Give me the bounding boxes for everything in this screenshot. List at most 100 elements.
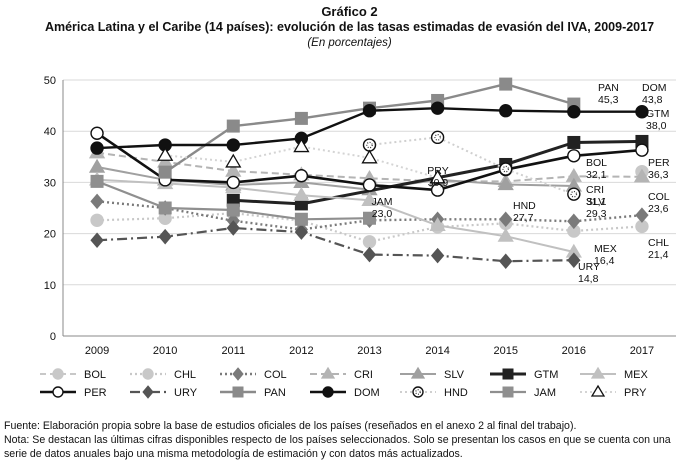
x-tick-label: 2013 [357, 345, 381, 357]
y-tick-label: 10 [44, 280, 56, 292]
point-hnd-2015 [499, 162, 513, 176]
end-label-bol-value: 32,1 [586, 169, 607, 181]
point-pry-2014 [429, 169, 446, 184]
line-chart: 0 10 20 30 40 50 2009 2010 2011 2012 2013 2014 2015 2… [40, 75, 676, 399]
unit-note: (En porcentajes) [307, 37, 392, 49]
point-per-2011 [226, 175, 240, 190]
point-hnd-2016 [567, 187, 581, 201]
end-label-per-value: 36,3 [648, 169, 669, 181]
point-pan-2012 [294, 111, 308, 125]
point-ury-2009 [90, 232, 104, 249]
point-jam-2012 [294, 212, 308, 226]
point-mex-2014 [429, 217, 446, 232]
point-per-2009 [90, 126, 104, 140]
end-label-jam-value: 23,0 [372, 208, 393, 220]
end-label-chl-name: CHL [648, 237, 669, 249]
source-note: Fuente: Elaboración propia sobre la base… [4, 420, 577, 432]
legend-label: BOL [84, 369, 106, 381]
point-col-2016 [567, 213, 581, 230]
point-per-2012 [294, 169, 309, 183]
point-per-2016 [567, 149, 581, 163]
series-line-mex [97, 178, 575, 253]
legend-item-col: COL [220, 367, 287, 381]
end-label-bol-name: BOL [586, 157, 607, 169]
point-chl-2013 [362, 235, 377, 249]
point-mex-2013 [361, 192, 378, 206]
legend-label: JAM [534, 387, 556, 399]
end-label-slv-value: 29,3 [586, 208, 607, 220]
point-dom-2013 [362, 104, 377, 118]
y-tick-label: 30 [44, 177, 56, 189]
end-label-gtm-name: GTM [646, 108, 669, 120]
point-hnd-2013 [362, 138, 377, 152]
point-col-2017 [635, 207, 649, 223]
legend-item-hnd: HND [400, 386, 468, 399]
point-ury-2013 [362, 246, 377, 263]
point-dom-2009 [90, 141, 104, 155]
chart-title: Gráfico 2 [321, 4, 378, 19]
point-dom-2015 [499, 104, 513, 118]
point-ury-2016 [567, 252, 581, 268]
point-pry-2011 [225, 153, 242, 168]
legend-label: COL [264, 369, 287, 381]
point-pry-2012 [293, 138, 310, 153]
note-line-2: serie de datos anuales bajo una misma me… [4, 448, 463, 460]
end-label-slv-name: SLV [586, 196, 605, 208]
legend-label: DOM [354, 387, 380, 399]
legend-label: PER [84, 387, 107, 399]
legend-label: PAN [264, 387, 286, 399]
point-ury-2010 [158, 228, 172, 245]
legend-item-pan: PAN [220, 386, 286, 399]
series-ury [90, 220, 581, 270]
point-slv-2009 [88, 158, 106, 173]
x-tick-label: 2015 [493, 345, 517, 357]
legend-label: SLV [444, 369, 465, 381]
end-label-pry-name: PRY [427, 165, 448, 177]
end-label-hnd-value: 27,7 [513, 212, 534, 224]
end-label-ury-value: 14,8 [578, 273, 599, 285]
end-label-per-name: PER [648, 157, 670, 169]
legend-label: CHL [174, 369, 196, 381]
series-line-pry [165, 145, 438, 179]
legend-item-per: PER [40, 386, 107, 399]
legend-item-bol: BOL [40, 368, 106, 381]
point-pry-2010 [157, 146, 174, 161]
point-cri-2017 [633, 168, 651, 183]
legend-item-chl: CHL [130, 368, 196, 381]
series-line-cri [96, 151, 642, 183]
end-label-pan-value: 45,3 [598, 94, 619, 106]
y-tick-label: 20 [44, 229, 56, 241]
point-per-2014 [430, 183, 445, 197]
legend-label: URY [174, 387, 198, 399]
point-pan-2015 [499, 77, 513, 91]
legend-item-slv: SLV [400, 366, 465, 381]
legend-item-pry: PRY [580, 384, 647, 399]
x-tick-label: 2017 [630, 345, 654, 357]
point-per-2013 [362, 178, 377, 192]
point-per-2017 [635, 143, 649, 157]
point-dom-2011 [226, 138, 240, 152]
point-ury-2014 [430, 247, 445, 264]
point-col-2009 [90, 193, 104, 210]
end-label-chl-value: 21,4 [648, 249, 669, 261]
series-line-ury [97, 226, 574, 263]
end-label-dom-name: DOM [642, 82, 667, 94]
series-jam [90, 174, 376, 226]
end-label-gtm-value: 38,0 [646, 120, 667, 132]
x-tick-label: 2010 [153, 345, 177, 357]
legend-item-ury: URY [130, 385, 198, 399]
point-ury-2012 [294, 224, 309, 240]
point-jam-2013 [363, 211, 376, 225]
point-dom-2017 [635, 105, 649, 119]
point-pan-2011 [226, 119, 240, 133]
end-label-col-name: COL [648, 191, 670, 203]
legend-label: HND [444, 387, 468, 399]
point-pan-2010 [158, 165, 172, 179]
point-slv-2015 [497, 176, 514, 191]
x-tick-label: 2014 [425, 345, 449, 357]
y-tick-label: 50 [44, 75, 56, 87]
end-label-cri-name: CRI [586, 184, 604, 196]
point-mex-2015 [497, 227, 514, 242]
chart-subtitle: América Latina y el Caribe (14 países): … [44, 20, 655, 34]
legend-item-cri: CRI [310, 366, 373, 381]
